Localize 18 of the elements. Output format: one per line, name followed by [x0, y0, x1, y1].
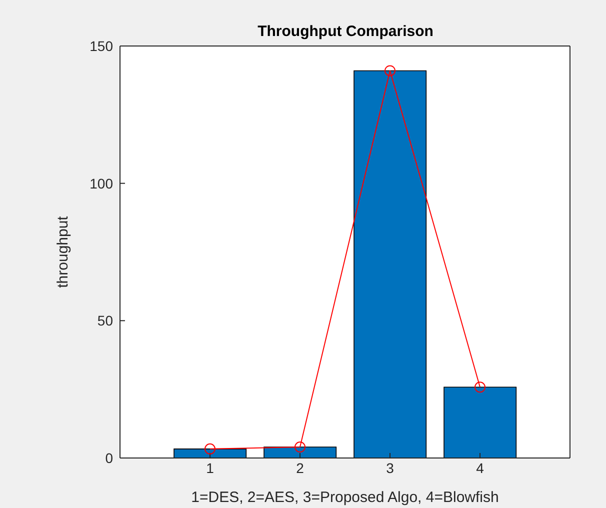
y-tick-label: 50	[97, 312, 114, 329]
y-axis-title: throughput	[54, 215, 72, 288]
y-tick-label: 150	[90, 38, 114, 54]
point	[384, 65, 396, 76]
y-tick-label: 0	[105, 450, 114, 466]
y-tick-label: 100	[90, 175, 114, 192]
point	[204, 443, 216, 454]
bar	[264, 446, 337, 458]
x-tick-label: 2	[296, 460, 304, 476]
x-tick-label: 4	[476, 460, 484, 476]
point	[294, 442, 306, 453]
chart-title: Throughput Comparison	[256, 23, 434, 40]
x-axis-title: 1=DES, 2=AES, 3=Proposed Algo, 4=Blowfish	[191, 489, 499, 506]
bar	[354, 70, 427, 458]
point	[474, 382, 486, 393]
x-tick-label: 3	[386, 460, 394, 476]
bar	[444, 386, 517, 458]
x-tick-label: 1	[206, 460, 214, 476]
